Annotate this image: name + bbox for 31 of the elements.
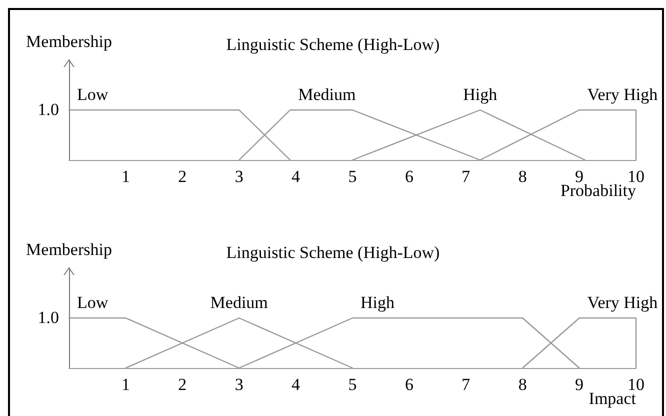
series-label: High — [463, 85, 498, 104]
x-tick-label: 3 — [234, 167, 244, 186]
series-label: Low — [77, 293, 109, 312]
series-label: Medium — [298, 85, 356, 104]
x-tick-label: 5 — [348, 375, 357, 394]
x-tick-label: 7 — [462, 167, 471, 186]
x-tick-label: 1 — [121, 167, 130, 186]
x-tick-label: 2 — [178, 375, 187, 394]
chart-title: Linguistic Scheme (High-Low) — [226, 243, 440, 262]
chart-title: Linguistic Scheme (High-Low) — [226, 35, 440, 54]
x-tick-label: 5 — [348, 167, 357, 186]
x-tick-label: 4 — [292, 375, 301, 394]
y-axis-title: Membership — [26, 32, 112, 51]
y-axis-title: Membership — [26, 240, 112, 259]
x-tick-label: 6 — [404, 375, 414, 394]
series-label: Medium — [210, 293, 268, 312]
series-label: Low — [77, 85, 109, 104]
series-label: High — [360, 293, 395, 312]
x-tick-label: 1 — [121, 375, 130, 394]
x-tick-label: 8 — [518, 167, 527, 186]
x-tick-label: 6 — [404, 167, 414, 186]
text: 1.0 — [38, 100, 59, 119]
x-tick-label: 2 — [178, 167, 187, 186]
x-tick-label: 3 — [234, 375, 244, 394]
x-tick-label: 7 — [462, 375, 471, 394]
x-tick-label: 8 — [518, 375, 527, 394]
x-tick-label: 4 — [292, 167, 301, 186]
series-label: Very High — [587, 85, 658, 104]
x-tick-label: 9 — [575, 375, 584, 394]
text: 1.0 — [38, 308, 59, 327]
series-label: Very High — [587, 293, 658, 312]
